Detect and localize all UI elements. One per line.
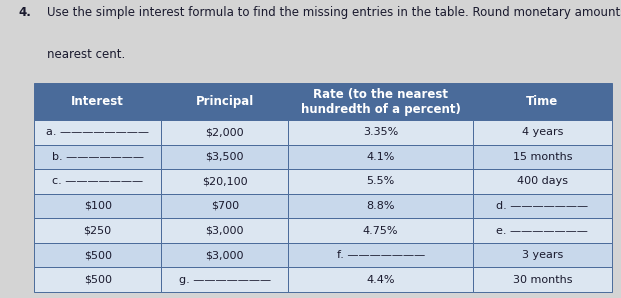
Text: 5.5%: 5.5% (366, 176, 395, 187)
Text: $500: $500 (84, 275, 112, 285)
Text: g. ———————: g. ——————— (179, 275, 271, 285)
Text: $3,000: $3,000 (206, 226, 244, 236)
Text: 3.35%: 3.35% (363, 127, 398, 137)
Text: 8.8%: 8.8% (366, 201, 395, 211)
Text: $700: $700 (211, 201, 239, 211)
Text: Rate (to the nearest
hundredth of a percent): Rate (to the nearest hundredth of a perc… (301, 88, 461, 116)
Text: e. ———————: e. ——————— (496, 226, 588, 236)
Text: Principal: Principal (196, 95, 254, 108)
Text: $2,000: $2,000 (206, 127, 244, 137)
Text: f. ———————: f. ——————— (337, 250, 425, 260)
Text: a. ————————: a. ———————— (46, 127, 149, 137)
Text: $100: $100 (84, 201, 112, 211)
Text: d. ———————: d. ——————— (496, 201, 589, 211)
Text: 4.75%: 4.75% (363, 226, 399, 236)
Text: 3 years: 3 years (522, 250, 563, 260)
Text: 4 years: 4 years (522, 127, 563, 137)
Text: Time: Time (526, 95, 558, 108)
Text: c. ———————: c. ——————— (52, 176, 143, 187)
Text: $3,500: $3,500 (206, 152, 244, 162)
Text: 30 months: 30 months (512, 275, 572, 285)
Text: 400 days: 400 days (517, 176, 568, 187)
Text: $500: $500 (84, 250, 112, 260)
Text: Interest: Interest (71, 95, 124, 108)
Text: 4.: 4. (19, 6, 32, 19)
Text: 15 months: 15 months (512, 152, 572, 162)
Text: 4.4%: 4.4% (366, 275, 395, 285)
Text: $3,000: $3,000 (206, 250, 244, 260)
Text: $250: $250 (84, 226, 112, 236)
Text: Use the simple interest formula to find the missing entries in the table. Round : Use the simple interest formula to find … (47, 6, 621, 19)
Text: b. ———————: b. ——————— (52, 152, 143, 162)
Text: nearest cent.: nearest cent. (47, 48, 125, 61)
Text: 4.1%: 4.1% (366, 152, 395, 162)
Text: $20,100: $20,100 (202, 176, 248, 187)
